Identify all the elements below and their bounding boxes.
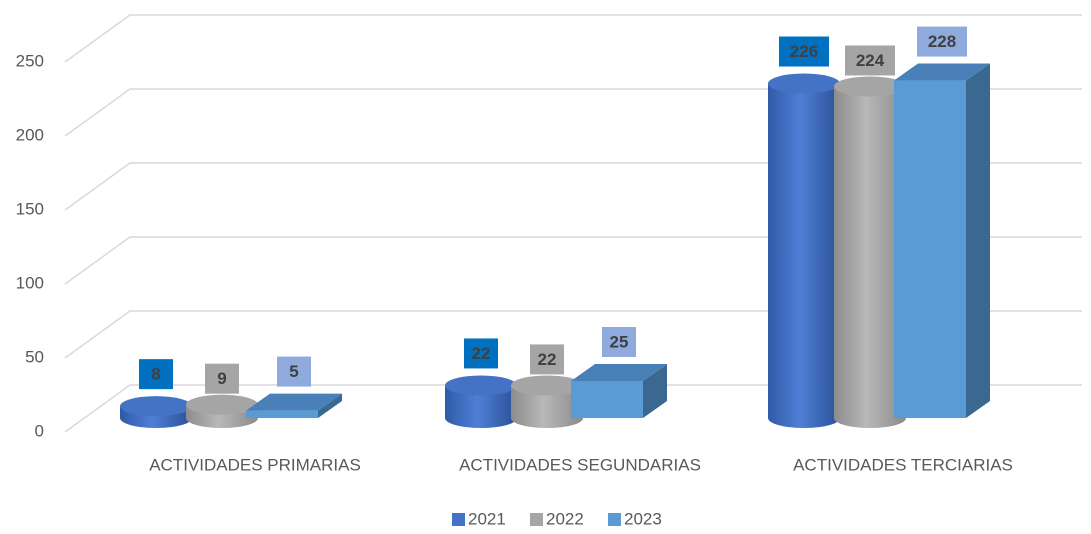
x-tick-label: ACTIVIDADES SEGUNDARIAS	[459, 455, 701, 474]
x-tick-label: ACTIVIDADES TERCIARIAS	[793, 455, 1013, 474]
data-label-box	[139, 359, 173, 390]
data-label-box	[917, 26, 967, 57]
bar	[445, 375, 517, 428]
data-label-box	[779, 36, 829, 67]
bar-top	[834, 76, 906, 97]
y-tick-label: 100	[16, 273, 44, 292]
grid-line	[64, 384, 1082, 433]
legend-swatch	[452, 513, 465, 526]
bar	[768, 73, 840, 428]
grid-line	[64, 310, 1082, 359]
data-label: 226	[790, 42, 818, 61]
data-label: 22	[538, 350, 557, 369]
y-tick-label: 200	[16, 125, 44, 144]
y-tick-label: 150	[16, 199, 44, 218]
legend-swatch	[608, 513, 621, 526]
bar	[120, 396, 192, 428]
data-label-box	[464, 338, 498, 369]
legend-swatch	[530, 513, 543, 526]
grid-line	[64, 14, 1082, 63]
bar	[894, 63, 990, 419]
bar-front	[246, 410, 318, 418]
data-label: 228	[928, 32, 956, 51]
data-label-box	[845, 45, 895, 76]
y-tick-label: 0	[35, 421, 44, 440]
bar-top	[511, 375, 583, 396]
y-tick-label: 250	[16, 51, 44, 70]
bar-top	[445, 375, 517, 396]
legend-label: 2023	[624, 509, 662, 528]
grid-line	[64, 88, 1082, 137]
data-label-box	[530, 344, 564, 375]
x-tick-label: ACTIVIDADES PRIMARIAS	[149, 455, 361, 474]
bar	[571, 364, 667, 418]
bar	[246, 393, 342, 418]
data-label: 22	[472, 344, 491, 363]
data-label-box	[602, 327, 636, 357]
bar-side	[966, 63, 990, 419]
bar-top	[894, 63, 990, 81]
bar-top	[571, 364, 667, 381]
bar-front	[571, 381, 643, 418]
data-label: 9	[217, 369, 226, 388]
data-label: 5	[289, 362, 298, 381]
data-label-box	[205, 363, 239, 394]
data-label: 8	[151, 365, 160, 384]
data-label: 224	[856, 51, 885, 70]
data-label: 25	[610, 332, 629, 351]
bar-front	[894, 80, 966, 418]
bar-body	[768, 83, 840, 419]
legend-label: 2021	[468, 509, 506, 528]
grid-line	[64, 236, 1082, 285]
bar	[186, 394, 258, 428]
bar-top	[186, 394, 258, 415]
bar-side	[318, 393, 342, 418]
y-tick-label: 50	[25, 347, 44, 366]
bar-top	[246, 393, 342, 411]
data-label-box	[277, 356, 311, 387]
bar-top	[120, 396, 192, 417]
bar-top	[768, 73, 840, 94]
grid-line	[64, 162, 1082, 211]
legend-label: 2022	[546, 509, 584, 528]
bar-side	[643, 364, 667, 418]
